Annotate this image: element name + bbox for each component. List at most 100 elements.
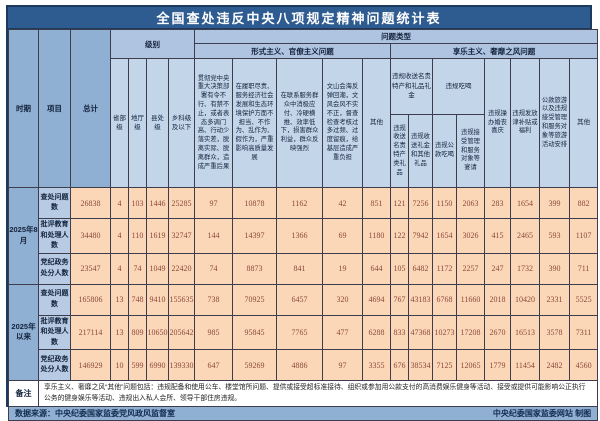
data-cell: 2482 xyxy=(539,349,570,381)
item-cell: 查处问题数 xyxy=(38,187,71,219)
total-cell: 165806 xyxy=(70,283,111,316)
data-cell: 3355 xyxy=(362,349,391,381)
period-cell: 2025年8月 xyxy=(8,187,39,285)
data-cell: 833 xyxy=(390,314,409,350)
data-cell: 103 xyxy=(128,187,147,219)
header-hedonism-other: 其他 xyxy=(568,58,599,188)
header-row-2: 形式主义、官僚主义问题 享乐主义、奢靡之风问题 xyxy=(9,43,599,59)
header-period: 时期 xyxy=(8,29,39,188)
total-cell: 23547 xyxy=(70,252,111,285)
page-title: 全国查处违反中央八项规定精神问题统计表 xyxy=(8,7,590,29)
note-row: 备注 享乐主义、奢靡之风“其他”问题包括：违规配备和使用公车、楼堂馆所问题、提供… xyxy=(8,379,599,408)
table-row: 2025年以来 查处问题数 165806 13 748 9410 155635 738 7092… xyxy=(8,283,599,381)
data-cell: 110 xyxy=(128,218,147,254)
data-cell: 2465 xyxy=(510,218,540,254)
table-row: 党纪政务处分人数 23547 4 74 1049 22420 74 8873 841 19 644 1… xyxy=(9,252,599,285)
data-cell: 1172 xyxy=(432,252,457,285)
data-cell: 4886 xyxy=(276,349,323,381)
header-hedonism-wedding: 违规操办婚丧喜庆 xyxy=(484,58,511,188)
header-formalism-other: 其他 xyxy=(362,58,391,188)
header-gift-group: 违规收送名贵特产和礼品礼金 xyxy=(390,58,433,115)
data-cell: 1107 xyxy=(568,218,599,254)
data-cell: 17208 xyxy=(456,314,485,350)
item-cell: 党纪政务处分人数 xyxy=(38,349,71,381)
data-cell: 95845 xyxy=(232,314,277,350)
data-cell: 4560 xyxy=(568,349,599,381)
credit-label: 中央纪委国家监委网站 制图 xyxy=(492,409,592,419)
statistics-table: 全国查处违反中央八项规定精神问题统计表 时期 项目 总计 级别 问题类型 形式主… xyxy=(6,5,599,421)
footer-row: 数据来源：中央纪委国家监委党风政风监督室 中央纪委国家监委网站 制图 xyxy=(7,406,599,421)
data-cell: 599 xyxy=(128,349,147,381)
header-total: 总计 xyxy=(70,29,111,188)
data-cell: 22420 xyxy=(168,252,195,285)
data-cell: 2018 xyxy=(484,283,511,316)
data-cell: 2063 xyxy=(456,187,485,219)
data-cell: 10878 xyxy=(232,187,277,219)
data-cell: 851 xyxy=(362,187,391,219)
footer-bar: 数据来源：中央纪委国家监委党风政风监督室 中央纪委国家监委网站 制图 xyxy=(7,406,599,421)
data-cell: 70925 xyxy=(232,283,277,316)
data-cell: 10 xyxy=(110,349,129,381)
table-row: 批评教育和处理人数 217114 13 809 10650 205642 985 95845 7… xyxy=(9,314,599,350)
data-cell: 1366 xyxy=(276,218,323,254)
data-cell: 841 xyxy=(276,252,323,285)
data-cell: 14397 xyxy=(232,218,277,254)
header-level-township: 乡科级及以下 xyxy=(168,58,195,188)
total-cell: 26838 xyxy=(70,187,111,219)
data-cell: 32747 xyxy=(168,218,195,254)
data-cell: 6990 xyxy=(146,349,169,381)
data-cell: 47368 xyxy=(408,314,433,350)
data-cell: 644 xyxy=(362,252,391,285)
header-gift-specialty: 违规收送名贵特产类礼品 xyxy=(390,114,409,188)
data-cell: 97 xyxy=(194,187,233,219)
data-cell: 7311 xyxy=(568,314,599,350)
stats-table: 时期 项目 总计 级别 问题类型 形式主义、官僚主义问题 享乐主义、奢靡之风问题… xyxy=(7,29,599,421)
data-cell: 593 xyxy=(539,218,570,254)
total-cell: 146929 xyxy=(70,349,111,381)
note-label: 备注 xyxy=(8,379,39,408)
data-cell: 7765 xyxy=(276,314,323,350)
data-cell: 809 xyxy=(128,314,147,350)
data-cell: 13 xyxy=(110,283,129,316)
data-cell: 121 xyxy=(390,187,409,219)
data-cell: 2331 xyxy=(539,283,570,316)
data-cell: 1180 xyxy=(362,218,391,254)
data-cell: 985 xyxy=(194,314,233,350)
data-cell: 7125 xyxy=(432,349,457,381)
data-cell: 320 xyxy=(322,283,363,316)
data-cell: 74 xyxy=(194,252,233,285)
data-cell: 1779 xyxy=(484,349,511,381)
data-cell: 415 xyxy=(484,218,511,254)
item-cell: 批评教育和处理人数 xyxy=(38,314,71,350)
data-cell: 1654 xyxy=(432,218,457,254)
header-dining-group: 违规吃喝 xyxy=(432,58,485,115)
data-cell: 9410 xyxy=(146,283,169,316)
data-cell: 477 xyxy=(322,314,363,350)
header-formalism-col-3: 在联系服务群众中消极应付、冷硬横推、效率低下，损害群众利益，群众反映强烈 xyxy=(276,58,323,188)
data-cell: 4694 xyxy=(362,283,391,316)
header-level-group: 级别 xyxy=(110,29,195,59)
data-cell: 1049 xyxy=(146,252,169,285)
header-hedonism-allowance: 违规发放津补贴或福利 xyxy=(510,58,540,188)
header-row-4: 违规收送名贵特产类礼品 违规收送礼金和其他礼品 违规公款吃喝 违规接受管理和服务… xyxy=(9,114,598,188)
data-cell: 25285 xyxy=(168,187,195,219)
data-cell: 7256 xyxy=(408,187,433,219)
data-cell: 122 xyxy=(390,218,409,254)
table-body: 2025年8月 查处问题数 26838 4 103 1446 25285 97 10878 116… xyxy=(8,187,599,381)
period-cell: 2025年以来 xyxy=(8,283,39,381)
total-cell: 34480 xyxy=(70,218,111,254)
data-cell: 10273 xyxy=(432,314,457,350)
data-cell: 882 xyxy=(568,187,599,219)
header-formalism-group: 形式主义、官僚主义问题 xyxy=(194,43,391,59)
data-cell: 105 xyxy=(390,252,409,285)
data-cell: 767 xyxy=(390,283,409,316)
data-cell: 5525 xyxy=(568,283,599,316)
table-row: 2025年8月 查处问题数 26838 4 103 1446 25285 97 10878 116… xyxy=(8,187,599,285)
header-level-county: 县处级 xyxy=(146,58,169,188)
data-cell: 711 xyxy=(568,252,599,285)
table-row: 党纪政务处分人数 146929 10 599 6990 139330 647 59269 488… xyxy=(9,349,599,381)
data-cell: 43183 xyxy=(408,283,433,316)
data-cell: 6768 xyxy=(432,283,457,316)
data-cell: 16513 xyxy=(510,314,540,350)
data-cell: 399 xyxy=(539,187,570,219)
